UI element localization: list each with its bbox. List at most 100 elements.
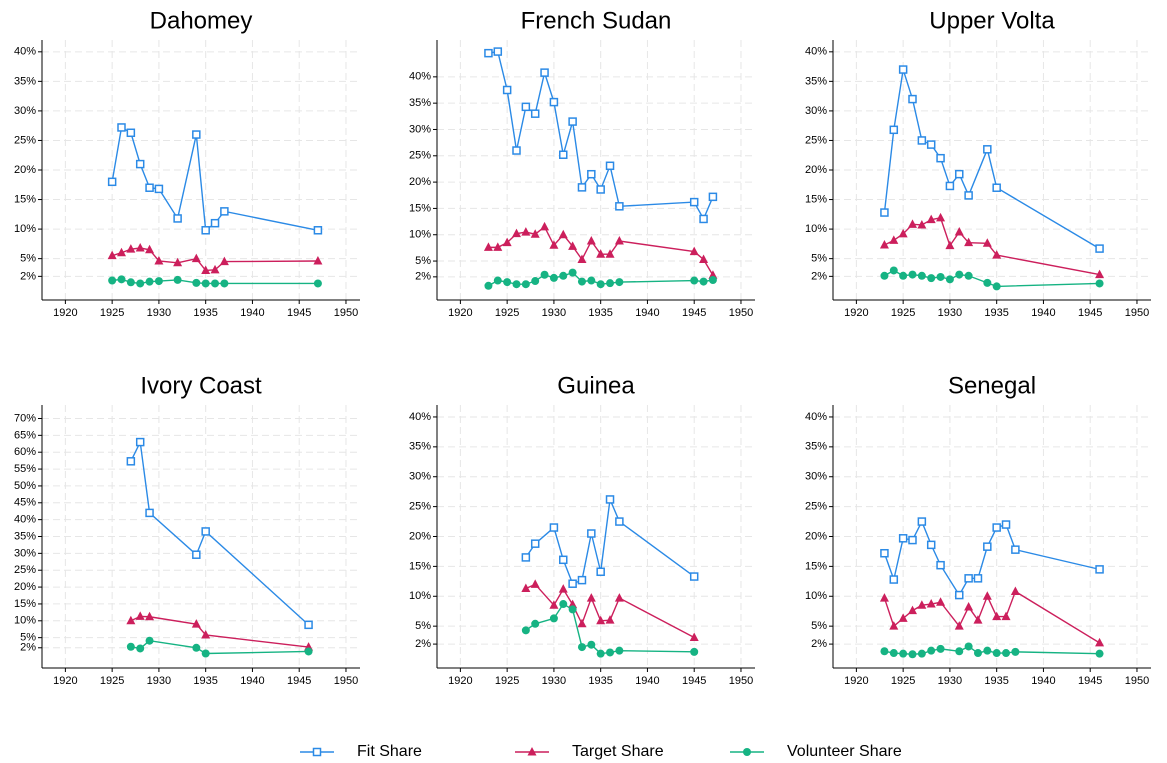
- marker-square: [1011, 545, 1020, 554]
- x-tick-label: 1920: [844, 675, 868, 687]
- marker-circle: [549, 614, 558, 623]
- marker-circle: [559, 600, 568, 609]
- x-tick-label: 1935: [588, 307, 612, 319]
- marker-circle: [126, 278, 135, 287]
- marker-triangle: [154, 256, 164, 265]
- marker-square: [1095, 565, 1104, 574]
- marker-triangle: [145, 244, 155, 254]
- legend-label: Target Share: [572, 743, 664, 760]
- marker-triangle: [964, 237, 974, 247]
- marker-triangle: [596, 249, 606, 258]
- y-tick-label: 5%: [415, 620, 431, 632]
- marker-square: [917, 136, 927, 145]
- marker-square: [926, 140, 936, 149]
- marker-square: [992, 183, 1001, 192]
- marker-square: [192, 130, 201, 139]
- y-tick-label: 20%: [805, 530, 827, 542]
- marker-triangle: [201, 265, 211, 274]
- marker-circle: [690, 276, 699, 285]
- marker-triangle: [992, 250, 1002, 259]
- y-tick-label: 30%: [805, 105, 827, 117]
- marker-circle: [192, 278, 201, 287]
- x-tick-label: 1935: [193, 307, 217, 319]
- marker-square: [201, 527, 210, 536]
- series-line: [884, 269, 1100, 288]
- y-tick-label: 25%: [14, 134, 36, 146]
- marker-square: [992, 523, 1001, 532]
- panel-title: Dahomey: [150, 7, 253, 34]
- marker-circle: [917, 649, 926, 658]
- marker-circle: [964, 642, 973, 651]
- marker-triangle: [699, 254, 709, 263]
- marker-circle: [973, 649, 982, 658]
- x-tick-label: 1950: [1125, 675, 1149, 687]
- marker-square: [596, 567, 605, 577]
- y-tick-label: 5%: [20, 253, 36, 265]
- y-tick-label: 10%: [409, 590, 431, 602]
- series-line: [883, 519, 1100, 597]
- y-tick-label: 30%: [805, 471, 827, 483]
- panel-title: Ivory Coast: [140, 372, 262, 399]
- marker-square: [126, 128, 136, 138]
- marker-triangle: [926, 214, 936, 224]
- marker-circle: [1095, 649, 1104, 658]
- marker-circle: [690, 647, 699, 656]
- x-tick-label: 1935: [984, 307, 1008, 319]
- x-tick-label: 1930: [542, 675, 566, 687]
- y-tick-label: 40%: [409, 411, 431, 423]
- marker-circle: [512, 280, 521, 289]
- y-tick-label: 2%: [811, 638, 827, 650]
- marker-triangle: [530, 579, 540, 588]
- y-tick-label: 15%: [409, 202, 431, 214]
- y-tick-label: 30%: [14, 547, 36, 559]
- marker-circle: [126, 642, 135, 651]
- x-tick-label: 1930: [938, 675, 962, 687]
- x-tick-label: 1925: [100, 675, 124, 687]
- marker-square: [615, 517, 624, 526]
- marker-triangle: [917, 219, 927, 229]
- x-tick-label: 1920: [844, 307, 868, 319]
- marker-square: [117, 123, 126, 132]
- marker-circle: [880, 647, 889, 656]
- marker-triangle: [577, 618, 587, 628]
- marker-square: [908, 535, 917, 545]
- marker-triangle: [614, 236, 624, 245]
- marker-square: [596, 185, 605, 194]
- y-tick-label: 2%: [20, 270, 36, 282]
- marker-square: [898, 65, 908, 74]
- marker-triangle: [689, 632, 699, 642]
- marker-square: [493, 47, 503, 56]
- y-tick-label: 30%: [14, 105, 36, 117]
- marker-square: [926, 540, 936, 550]
- y-tick-label: 55%: [14, 463, 36, 475]
- marker-triangle: [540, 221, 550, 231]
- marker-circle: [899, 649, 908, 658]
- marker-square: [880, 548, 889, 558]
- x-tick-label: 1925: [891, 675, 915, 687]
- y-tick-label: 35%: [805, 441, 827, 453]
- x-tick-label: 1950: [729, 307, 753, 319]
- marker-triangle: [889, 235, 899, 244]
- marker-triangle: [512, 228, 521, 238]
- marker-triangle: [1095, 637, 1105, 647]
- marker-triangle: [502, 237, 512, 247]
- y-tick-label: 70%: [14, 412, 36, 424]
- marker-triangle: [577, 254, 587, 263]
- marker-triangle: [191, 253, 201, 263]
- marker-circle: [145, 277, 154, 286]
- y-tick-label: 35%: [805, 75, 827, 87]
- y-tick-label: 40%: [805, 46, 827, 58]
- marker-circle: [927, 646, 936, 655]
- marker-square: [983, 542, 992, 551]
- marker-triangle: [917, 600, 927, 609]
- x-tick-label: 1930: [147, 307, 171, 319]
- marker-square: [559, 555, 568, 565]
- marker-square: [577, 183, 587, 192]
- marker-circle: [889, 266, 898, 275]
- marker-square: [587, 169, 596, 179]
- marker-square: [945, 181, 955, 191]
- y-tick-label: 15%: [14, 193, 36, 205]
- marker-triangle: [898, 613, 908, 622]
- marker-circle: [908, 270, 917, 279]
- marker-triangle: [483, 242, 493, 251]
